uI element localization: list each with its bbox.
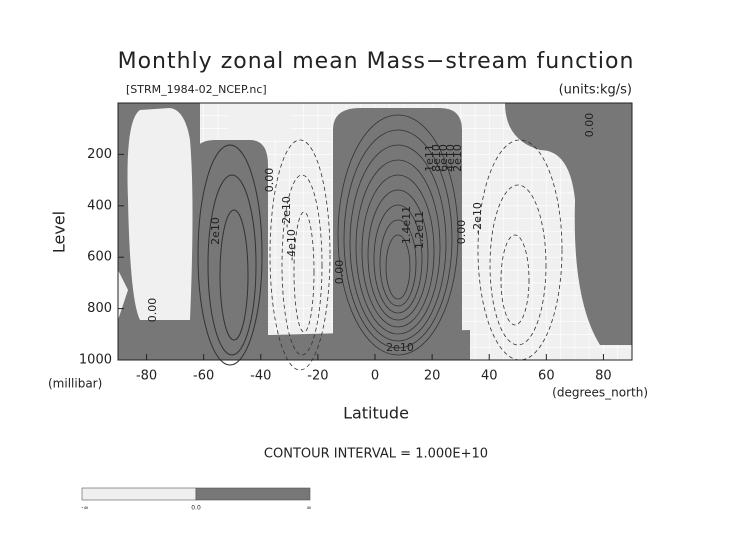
x-tick-label: 60 bbox=[538, 369, 555, 384]
contour-line bbox=[367, 189, 429, 321]
contour-label: -4e10 bbox=[285, 229, 298, 261]
contour-line bbox=[293, 211, 315, 333]
x-axis-label: Latitude bbox=[343, 404, 409, 423]
contour-line bbox=[379, 219, 417, 307]
colorbar-label: ∞ bbox=[307, 505, 312, 512]
contour-line bbox=[373, 204, 423, 314]
negative-region bbox=[228, 103, 290, 140]
contour-label: 0.00 bbox=[333, 260, 346, 285]
contour-line bbox=[489, 184, 547, 346]
y-tick-label: 1000 bbox=[79, 353, 112, 368]
contour-label: 2e10 bbox=[386, 341, 414, 354]
contour-line bbox=[361, 174, 435, 328]
y-tick-label: 800 bbox=[87, 301, 112, 316]
contour-line bbox=[343, 129, 453, 349]
contour-line bbox=[500, 234, 530, 326]
x-tick-label: -60 bbox=[193, 369, 214, 384]
positive-region bbox=[193, 140, 268, 360]
contour-label: -2e10 bbox=[280, 196, 293, 228]
chart-title: Monthly zonal mean Mass−stream function bbox=[118, 49, 635, 74]
contour-line bbox=[281, 174, 323, 356]
subtitle: [STRM_1984-02_NCEP.nc] bbox=[126, 83, 267, 96]
negative-region bbox=[127, 108, 193, 320]
contour-label: 2e10 bbox=[451, 144, 464, 172]
colorbar-positive bbox=[195, 487, 311, 501]
colorbar-label: 0.0 bbox=[191, 505, 201, 512]
footer: CONTOUR INTERVAL = 1.000E+10 bbox=[264, 447, 488, 462]
contour-label: 0.00 bbox=[455, 220, 468, 245]
contour-label: 1.2e11 bbox=[413, 211, 426, 249]
contour-line bbox=[207, 174, 257, 356]
x-tick-label: -40 bbox=[250, 369, 271, 384]
x-tick-label: -80 bbox=[136, 369, 157, 384]
contour-label: -2e10 bbox=[471, 202, 484, 234]
contour-label: 0.00 bbox=[146, 298, 159, 323]
y-tick-label: 200 bbox=[87, 147, 112, 162]
contour-label: 1e11 bbox=[423, 144, 436, 172]
contour-label: 6e10 bbox=[437, 144, 450, 172]
y-tick-label: 400 bbox=[87, 198, 112, 213]
contour-label: 1.4e11 bbox=[400, 206, 413, 244]
contour-line bbox=[349, 144, 447, 342]
x-tick-label: 40 bbox=[481, 369, 498, 384]
contour-label: 0.00 bbox=[583, 113, 596, 138]
negative-region bbox=[118, 270, 128, 320]
plot-area: -80 -60 -40 -20 0 20 40 60 80 200 400 600 800 1000 2e1… bbox=[79, 102, 633, 384]
contour-label: 0.00 bbox=[263, 168, 276, 193]
positive-region bbox=[505, 103, 632, 345]
colorbar-negative bbox=[81, 487, 197, 501]
x-tick-label: 0 bbox=[371, 369, 379, 384]
contour-line bbox=[269, 139, 331, 371]
contour-label: 2e10 bbox=[209, 217, 222, 245]
contour-line bbox=[219, 209, 249, 341]
x-tick-label: -20 bbox=[307, 369, 328, 384]
contour-label: 8e10 bbox=[430, 144, 443, 172]
contour-label: 4e10 bbox=[444, 144, 457, 172]
y-axis-label: Level bbox=[50, 211, 69, 253]
contour-line bbox=[355, 159, 441, 335]
contour-line bbox=[477, 139, 563, 361]
x-unit: (degrees_north) bbox=[552, 386, 648, 400]
contour-line bbox=[337, 114, 459, 356]
units: (units:kg/s) bbox=[559, 83, 632, 98]
y-unit: (millibar) bbox=[48, 377, 102, 391]
contour-line bbox=[197, 144, 263, 366]
y-tick-label: 600 bbox=[87, 250, 112, 265]
contour-line bbox=[385, 234, 411, 300]
x-tick-label: 20 bbox=[424, 369, 441, 384]
colorbar-label: -∞ bbox=[81, 505, 88, 512]
colorbar bbox=[81, 487, 311, 501]
x-tick-label: 80 bbox=[595, 369, 612, 384]
